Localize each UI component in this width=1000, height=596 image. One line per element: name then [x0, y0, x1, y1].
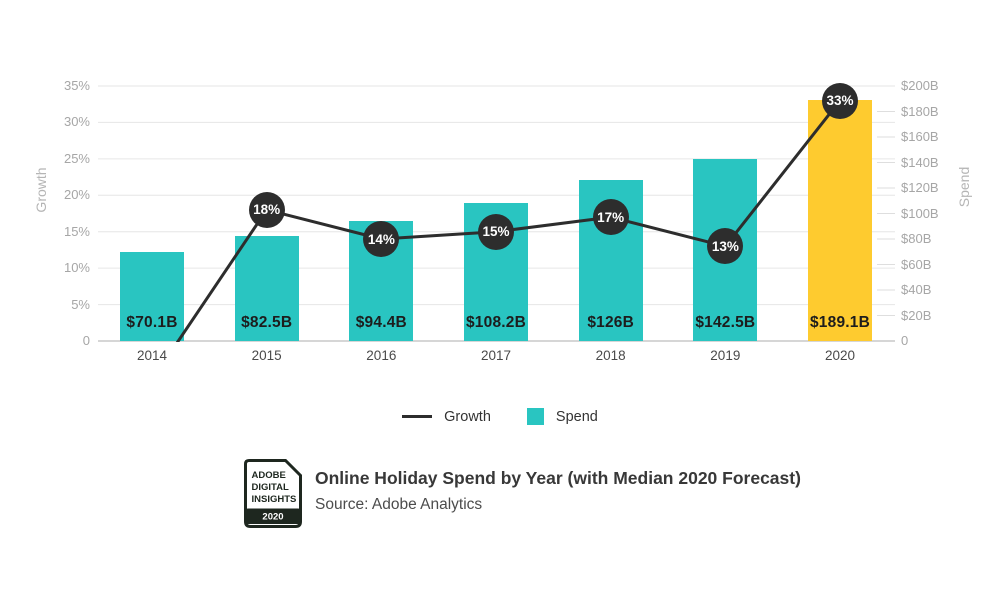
growth-tick-label: 0: [82, 333, 90, 348]
spend-tick-label: 0: [901, 333, 909, 348]
year-label-2016: 2016: [366, 348, 397, 363]
adobe-digital-insights-logo: ADOBE DIGITAL INSIGHTS 2020: [244, 459, 302, 528]
legend-item-growth: Growth: [402, 409, 491, 425]
legend-label-spend: Spend: [555, 408, 598, 425]
growth-tick-label: 25%: [63, 150, 90, 166]
growth-marker-2015: 18%: [248, 191, 285, 228]
spend-tick-label: $140B: [901, 154, 939, 170]
growth-line-swatch: [402, 415, 433, 418]
growth-tick-label: 10%: [63, 260, 90, 276]
caption-text: Online Holiday Spend by Year (with Media…: [315, 459, 801, 528]
logo-year: 2020: [262, 512, 283, 523]
spend-tick-label: $40B: [901, 282, 932, 297]
year-label-2014: 2014: [136, 348, 168, 363]
year-label-2018: 2018: [595, 348, 626, 363]
chart-source: Source: Adobe Analytics: [315, 496, 483, 513]
logo-line3: INSIGHTS: [252, 494, 297, 505]
spend-tick-label: $200B: [901, 78, 939, 93]
spend-tick-label: $60B: [901, 256, 932, 272]
bar-value-label: $82.5B: [241, 314, 293, 331]
spend-tick-label: $160B: [901, 129, 939, 144]
logo-year-band: [246, 508, 300, 524]
spend-bar-2014: $70.1B: [120, 251, 184, 341]
growth-tick-label: 20%: [63, 187, 90, 203]
bar-value-label: $108.2B: [465, 313, 526, 331]
growth-marker-2017: 15%: [478, 213, 514, 250]
year-label-2019: 2019: [710, 348, 741, 363]
spend-bar-2020: $189.1B: [808, 99, 872, 341]
year-label-2017: 2017: [480, 348, 512, 363]
legend-label-growth: Growth: [444, 408, 491, 425]
growth-tick-label: 5%: [71, 296, 90, 312]
spend-tick-label: $120B: [901, 180, 939, 195]
spend-square-swatch: [526, 408, 544, 425]
growth-tick-label: 15%: [63, 223, 90, 239]
growth-marker-2018: 17%: [592, 199, 629, 236]
chart-caption: ADOBE DIGITAL INSIGHTS 2020 Online Holid…: [244, 459, 801, 528]
growth-marker-2020: 33%: [822, 82, 858, 119]
spend-tick-label: $80B: [901, 231, 932, 246]
spend-tick-label: $180B: [901, 103, 939, 119]
growth-marker-2019: 13%: [707, 228, 744, 265]
legend-item-spend: Spend: [526, 408, 598, 425]
logo-line2: DIGITAL: [252, 482, 289, 493]
logo-line1: ADOBE: [252, 470, 286, 481]
year-label-2020: 2020: [824, 348, 856, 363]
bar-value-label: $70.1B: [126, 313, 178, 331]
growth-tick-label: 30%: [63, 114, 90, 130]
chart-legend: Growth Spend: [0, 408, 1000, 425]
bar-value-label: $189.1B: [809, 313, 870, 331]
bar-value-label: $126B: [587, 313, 634, 331]
spend-tick-label: $20B: [901, 307, 932, 323]
year-label-2015: 2015: [251, 348, 282, 363]
spend-bar-2015: $82.5B: [234, 235, 299, 341]
growth-line: [175, 99, 842, 342]
chart-title: Online Holiday Spend by Year (with Media…: [315, 468, 801, 488]
bar-value-label: $94.4B: [355, 313, 407, 331]
growth-tick-label: 35%: [63, 78, 90, 93]
growth-marker-2016: 14%: [363, 221, 400, 257]
bar-value-label: $142.5B: [695, 314, 756, 331]
spend-tick-label: $100B: [901, 205, 939, 221]
